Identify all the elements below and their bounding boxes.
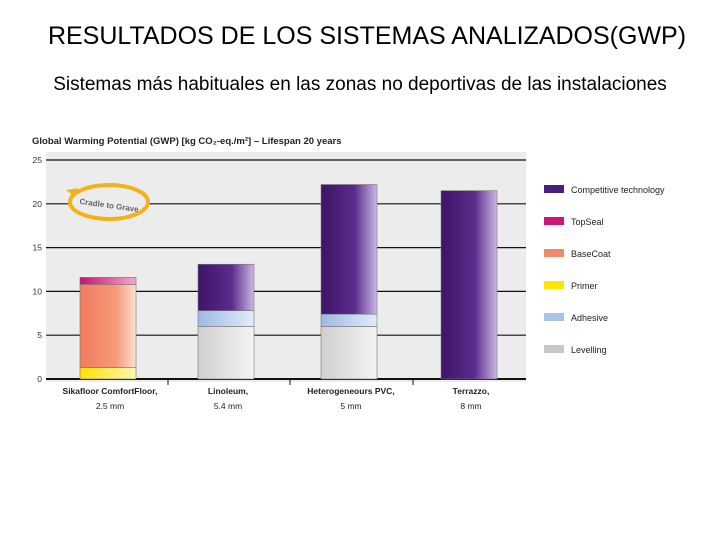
x-category-detail: 2.5 mm [96,401,124,411]
x-category-label: Terrazzo, [453,386,490,396]
cradle-to-grave-badge: Cradle to Grave [66,183,150,221]
x-category-label: Sikafloor ComfortFloor, [63,386,158,396]
x-category-detail: 5 mm [340,401,361,411]
y-tick-label: 15 [33,243,43,253]
gwp-chart: Global Warming Potential (GWP) [kg CO₂-e… [32,136,665,411]
legend-swatch [544,313,564,321]
chart-title: Global Warming Potential (GWP) [kg CO₂-e… [32,136,342,147]
legend-label: BaseCoat [571,249,611,259]
x-category-label: Linoleum, [208,386,248,396]
bar-segment-adhesive [197,310,255,327]
legend-swatch [544,281,564,289]
bar-segment-levelling [320,326,378,380]
bar-segment-adhesive [320,313,378,327]
legend-label: Primer [571,281,598,291]
y-tick-label: 10 [33,286,43,296]
legend-label: TopSeal [571,217,604,227]
arrow-icon [66,188,78,196]
bar-segment-competitive-technology [197,263,255,311]
bar-segment-competitive-technology [440,190,498,380]
x-axis-labels: Sikafloor ComfortFloor, 2.5 mm Linoleum, 5.… [63,379,490,411]
legend-label: Levelling [571,345,607,355]
y-tick-label: 0 [37,374,42,384]
x-category-detail: 5.4 mm [214,401,242,411]
slide-subtitle: Sistemas más habituales en las zonas no … [53,74,667,95]
bar-segment-topseal [79,277,137,285]
y-tick-label: 20 [33,199,43,209]
y-tick-label: 25 [33,155,43,165]
legend-label: Adhesive [571,313,608,323]
legend-swatch [544,345,564,353]
slide-title: RESULTADOS DE LOS SISTEMAS ANALIZADOS(GW… [47,22,687,50]
legend: Competitive technology TopSeal BaseCoat Pri… [544,185,665,355]
bar-segment-competitive-technology [320,184,378,315]
legend-swatch [544,249,564,257]
legend-swatch [544,185,564,193]
bars [79,184,498,380]
legend-swatch [544,217,564,225]
bar-segment-basecoat [79,284,137,368]
bar-segment-primer [79,367,137,380]
bar-segment-levelling [197,326,255,380]
legend-label: Competitive technology [571,185,665,195]
y-tick-label: 5 [37,330,42,340]
y-axis: 0 5 10 15 20 25 [33,155,43,384]
x-category-label: Heterogeneours PVC, [307,386,394,396]
x-category-detail: 8 mm [460,401,481,411]
